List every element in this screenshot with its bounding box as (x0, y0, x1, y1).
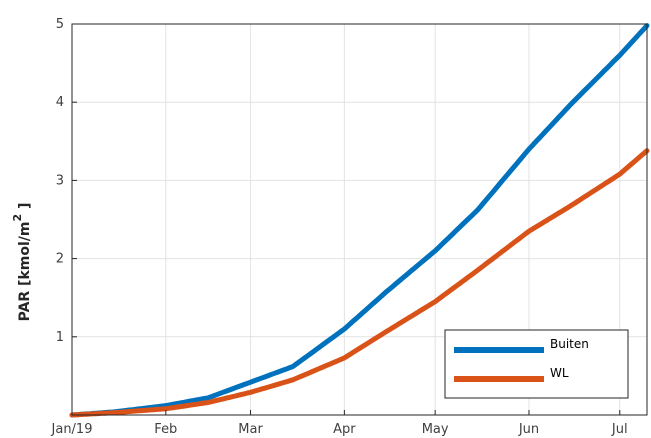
y-axis-label-superscript: 2 (11, 214, 24, 222)
series-line-wl (69, 148, 650, 418)
y-tick-label: 3 (56, 173, 64, 188)
x-tick-label: Jan/19 (51, 422, 93, 437)
y-axis-label-main: PAR [kmol/m (17, 222, 33, 322)
y-tick-label: 5 (56, 17, 64, 32)
x-tick-label: Feb (154, 422, 177, 437)
y-tick-label: 1 (56, 330, 64, 345)
legend-box (444, 329, 629, 399)
y-tick-label: 2 (56, 252, 64, 267)
series-line-buiten (69, 23, 650, 418)
axis-ticks: 1 2 3 4 5 Jan/19 Feb Mar Apr May Jun Jul (51, 17, 628, 437)
legend-label-buiten: Buiten (550, 337, 589, 351)
y-tick-label: 4 (56, 95, 64, 110)
series-lines (69, 23, 650, 418)
y-axis-label: PAR [kmol/m2 ] (11, 203, 33, 322)
legend: Buiten WL (444, 329, 629, 399)
legend-label-wl: WL (550, 366, 569, 380)
x-tick-label: Jul (611, 422, 628, 437)
x-tick-label: May (422, 422, 449, 437)
y-axis-label-suffix: ] (17, 203, 33, 214)
x-tick-label: Jun (518, 422, 539, 437)
x-tick-label: Mar (238, 422, 263, 437)
plot-frame (71, 23, 648, 416)
x-tick-label: Apr (333, 422, 356, 437)
